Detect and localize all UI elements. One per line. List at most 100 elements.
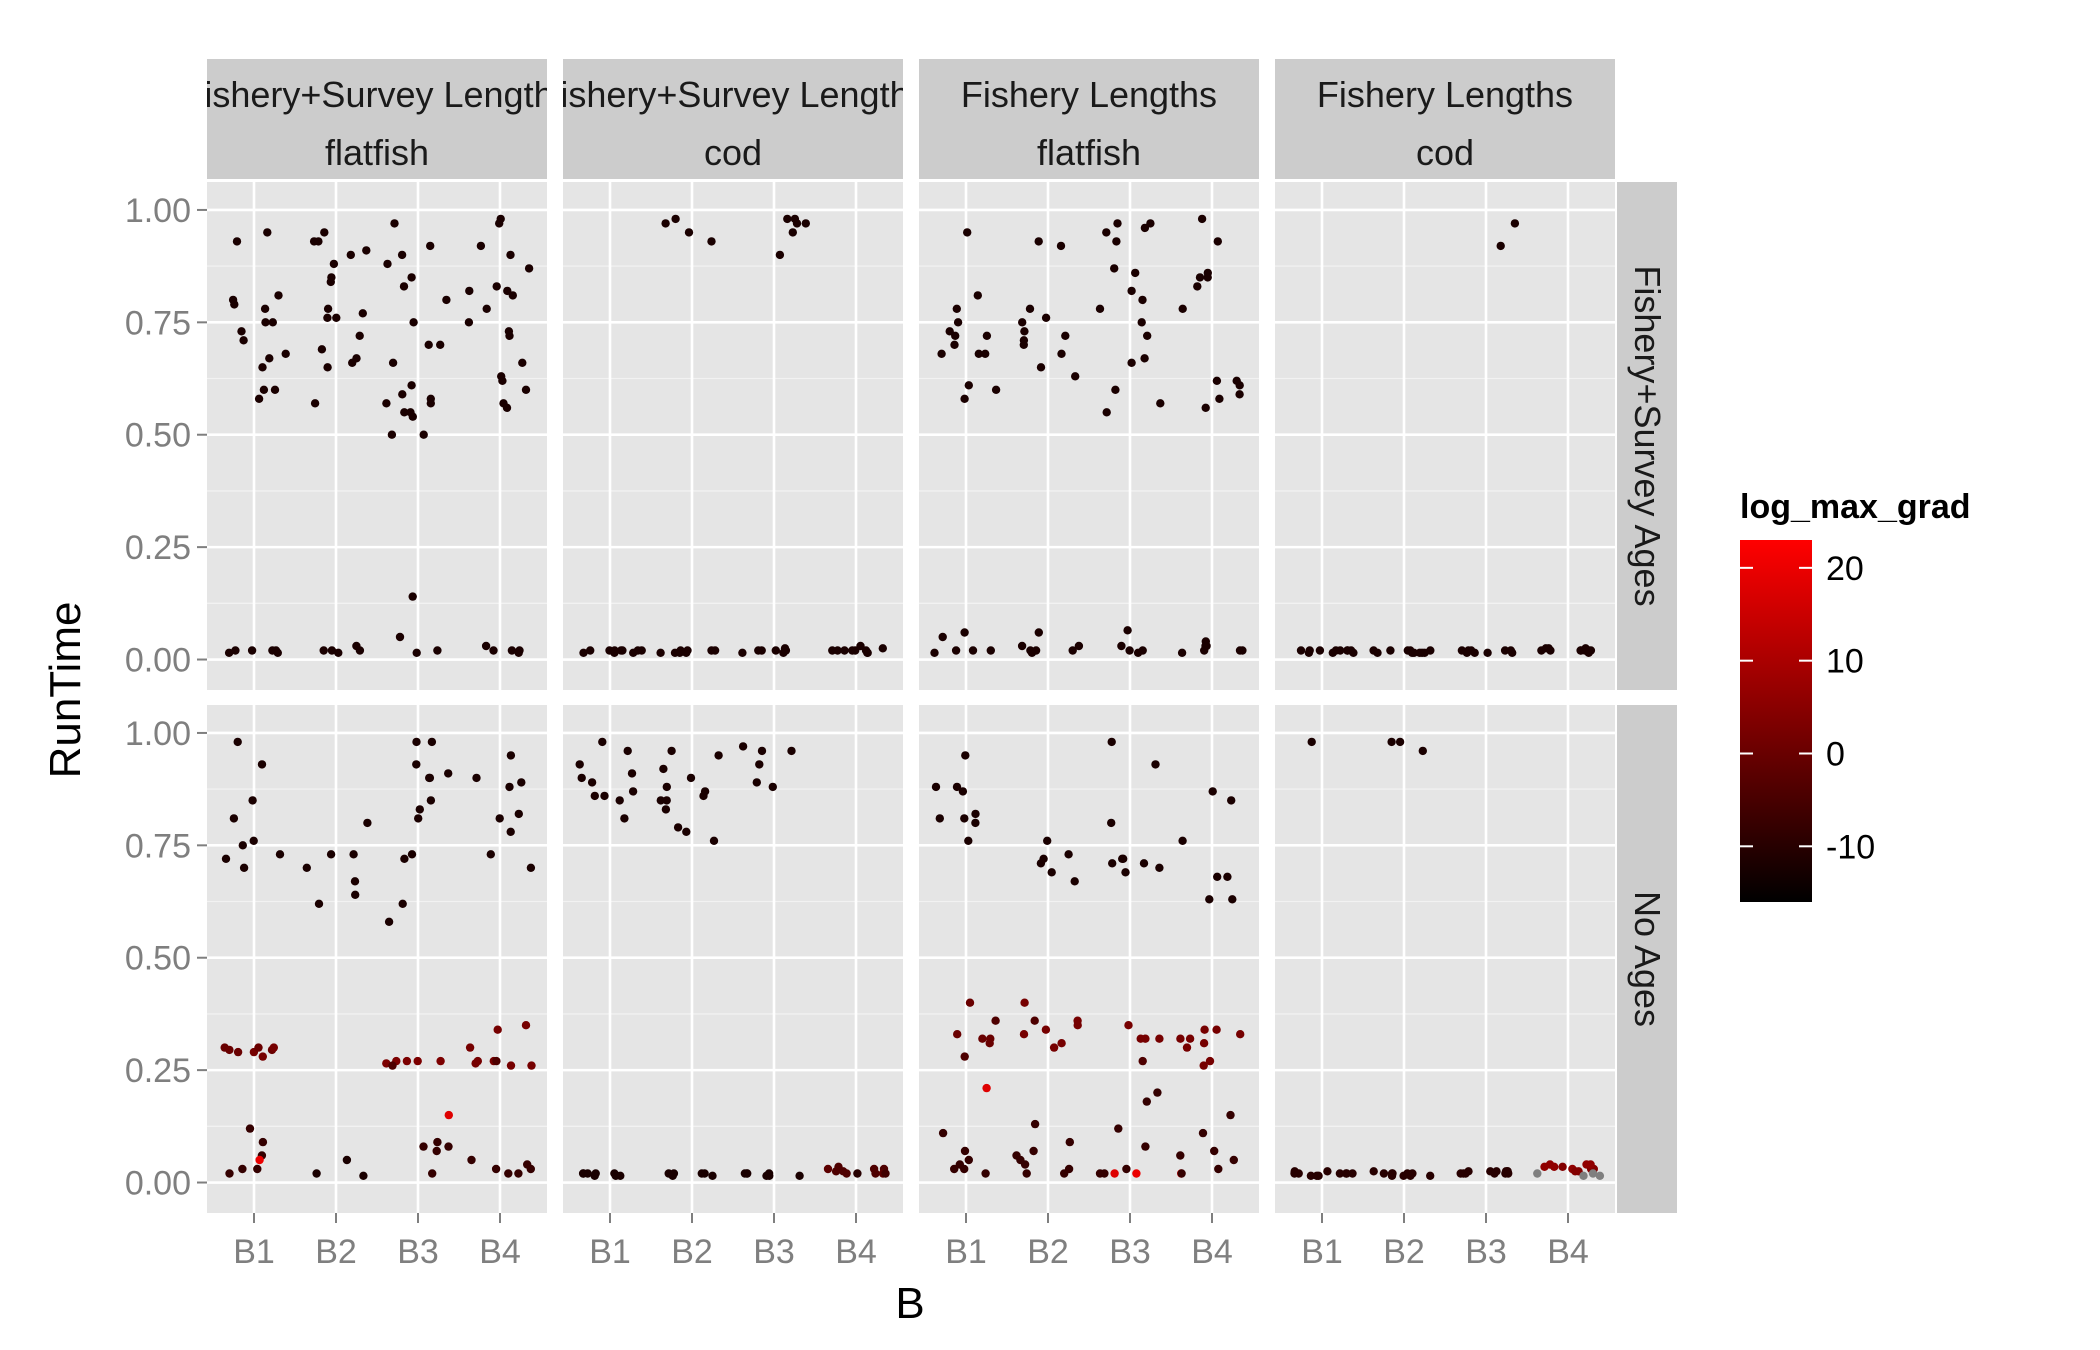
points-r2-c1	[220, 737, 536, 1181]
data-point	[755, 760, 764, 769]
legend-ticks: 20 10 0 -10	[1740, 550, 1875, 866]
data-point	[953, 318, 963, 327]
data-point	[579, 648, 588, 657]
data-point	[1039, 854, 1048, 863]
strip-background	[919, 59, 1259, 179]
data-point	[978, 1034, 987, 1043]
data-point	[258, 1052, 267, 1061]
data-point	[271, 646, 281, 655]
points-r2-c3	[931, 737, 1245, 1178]
data-point	[1034, 237, 1043, 246]
data-point	[395, 632, 405, 642]
data-point	[502, 403, 512, 412]
data-point	[1226, 1110, 1235, 1120]
data-point	[1212, 376, 1222, 385]
data-point	[590, 791, 599, 801]
data-point	[257, 760, 267, 769]
data-point	[1212, 1025, 1221, 1034]
data-point	[426, 399, 435, 408]
data-point	[412, 648, 421, 657]
x-tick-label: B2	[315, 1233, 357, 1271]
panel-r2-c1	[207, 705, 547, 1213]
data-point	[225, 1169, 234, 1178]
data-point	[1228, 895, 1237, 904]
data-point	[1379, 1169, 1389, 1178]
data-point	[384, 917, 394, 926]
data-point	[795, 1171, 804, 1181]
data-point	[1034, 628, 1044, 637]
data-point	[224, 648, 234, 657]
points-r1-c2	[579, 214, 887, 657]
data-point	[1223, 872, 1232, 881]
data-point	[1409, 648, 1419, 657]
strip-label-line2: flatfish	[325, 132, 429, 173]
data-point	[1155, 1034, 1164, 1043]
data-point	[833, 646, 842, 655]
x-tick-label: B2	[1383, 1233, 1425, 1271]
data-point	[1095, 304, 1105, 313]
data-point	[1177, 648, 1187, 657]
data-point	[768, 782, 777, 792]
data-point	[1306, 1171, 1316, 1181]
panel-r1-c1	[207, 182, 547, 690]
data-point	[248, 796, 257, 805]
data-point	[1127, 358, 1136, 367]
data-point	[1065, 1137, 1075, 1147]
data-point	[1586, 1160, 1595, 1169]
data-point	[958, 787, 968, 796]
data-point	[771, 646, 780, 655]
data-point	[351, 890, 360, 899]
data-point	[743, 1169, 752, 1178]
data-point	[407, 381, 416, 390]
data-point	[355, 331, 364, 340]
data-point	[1020, 1160, 1030, 1169]
data-point	[1107, 818, 1116, 828]
data-point	[869, 1164, 879, 1174]
data-point	[245, 1124, 255, 1133]
data-point	[839, 1167, 848, 1176]
data-point	[981, 349, 990, 358]
data-point	[419, 430, 428, 439]
data-point	[323, 313, 332, 322]
data-point	[754, 646, 763, 655]
data-point	[587, 778, 597, 787]
data-point	[413, 1056, 422, 1066]
data-point	[616, 1171, 625, 1181]
data-point	[1296, 646, 1306, 655]
data-point	[514, 1169, 523, 1178]
data-point	[1496, 241, 1505, 251]
data-point	[708, 1171, 717, 1181]
x-tick-label: B1	[1301, 1233, 1343, 1271]
data-point	[1200, 1025, 1209, 1034]
points-r1-c3	[930, 214, 1247, 657]
data-point	[878, 644, 887, 653]
strip-label-line2: flatfish	[1037, 132, 1141, 173]
data-point	[577, 773, 586, 783]
data-point	[590, 1171, 599, 1181]
data-point	[792, 219, 802, 228]
data-point	[575, 760, 584, 769]
data-point	[233, 1047, 243, 1057]
points-r2-c4	[1290, 737, 1605, 1181]
data-point	[350, 877, 360, 886]
data-point	[239, 336, 248, 345]
data-point	[508, 291, 517, 300]
data-point	[1508, 648, 1517, 657]
data-point	[1110, 264, 1119, 273]
data-point	[960, 394, 969, 403]
data-point	[1146, 219, 1155, 228]
data-point	[951, 331, 960, 340]
data-point	[358, 309, 367, 318]
data-point	[424, 340, 433, 349]
data-point	[615, 796, 624, 805]
data-point	[1095, 1169, 1105, 1178]
strip-label-line1: Fishery+Survey Lengths	[182, 74, 571, 115]
data-point	[856, 641, 865, 651]
data-point	[1305, 646, 1314, 655]
panel-r2-c2	[563, 705, 903, 1213]
data-point	[982, 331, 992, 340]
data-point	[1199, 1061, 1208, 1070]
data-point	[1064, 850, 1073, 859]
data-point	[953, 1030, 962, 1039]
data-point	[931, 782, 941, 792]
